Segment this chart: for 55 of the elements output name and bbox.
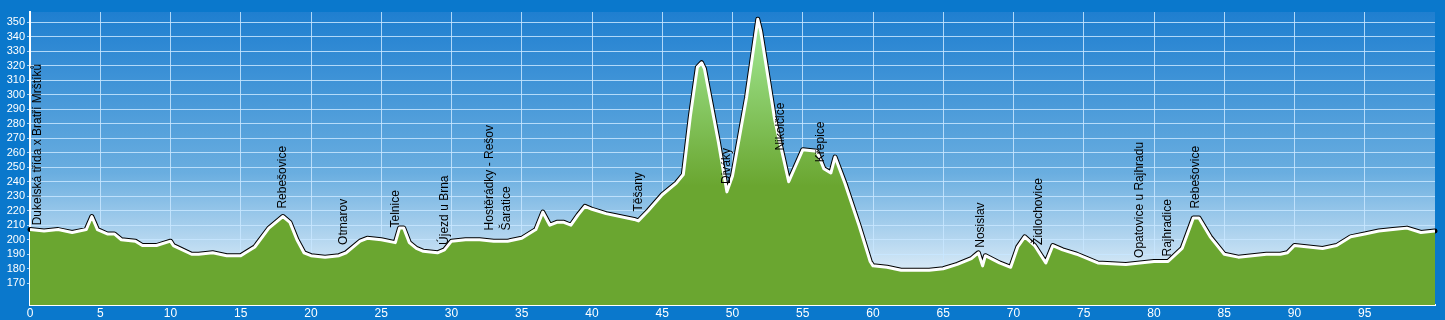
y-tick-label: 250 [6, 160, 25, 173]
annotation: Telnice [387, 189, 402, 228]
y-tick-label: 240 [6, 174, 25, 187]
y-tick-label: 220 [6, 203, 25, 216]
x-tick-label: 95 [1358, 305, 1372, 320]
annotation: Nosislav [973, 202, 988, 248]
x-tick-label: 25 [374, 305, 389, 320]
x-tick-label: 30 [444, 305, 459, 320]
x-tick-label: 85 [1217, 305, 1232, 320]
x-tick-label: 50 [725, 305, 740, 320]
x-tick-label: 75 [1077, 305, 1091, 320]
y-tick-label: 200 [6, 232, 25, 245]
annotation: Židlochovice [1030, 177, 1046, 245]
x-tick-label: 80 [1147, 305, 1161, 320]
x-tick-label: 5 [96, 305, 104, 320]
y-tick-label: 260 [6, 145, 25, 158]
y-tick-label: 270 [6, 131, 25, 144]
y-tick-label: 280 [6, 116, 25, 129]
y-tick-label: 350 [6, 15, 25, 28]
y-tick-label: 310 [6, 73, 25, 86]
annotation: Těšany [630, 172, 645, 212]
x-tick-label: 20 [304, 305, 318, 320]
y-tick-label: 170 [6, 276, 25, 289]
x-tick-label: 40 [585, 305, 599, 320]
annotation: Rajhradice [1160, 198, 1175, 257]
x-tick-label: 0 [26, 305, 34, 320]
annotation: Nikolčice [772, 102, 787, 151]
y-tick-label: 330 [6, 44, 25, 57]
annotation: Opatovice u Rajhradu [1132, 141, 1147, 258]
y-tick-label: 290 [6, 102, 25, 115]
annotation: Křepice [813, 121, 828, 163]
annotation: Rebešovice [1188, 145, 1203, 209]
y-tick-label: 320 [6, 58, 25, 71]
annotation: Šaratice [497, 186, 513, 231]
annotation: Dukelská třída x Bratří Mrštíků [30, 63, 45, 226]
x-tick-label: 10 [163, 305, 178, 320]
x-tick-label: 35 [515, 305, 529, 320]
x-tick-label: 70 [1006, 305, 1021, 320]
y-tick-label: 230 [6, 189, 25, 202]
y-tick-label: 300 [6, 87, 25, 100]
annotation: Hostěrádky - Rešov [481, 125, 496, 231]
y-tick-label: 340 [6, 29, 25, 42]
x-tick-label: 45 [655, 305, 670, 320]
annotation: Otmarov [335, 198, 350, 245]
x-tick-label: 90 [1287, 305, 1302, 320]
annotation: Rebešovice [275, 145, 290, 209]
annotation: Diváky [719, 147, 734, 184]
x-tick-label: 55 [796, 305, 810, 320]
annotation: Újezd u Brna [435, 175, 451, 245]
y-tick-label: 190 [6, 247, 25, 260]
y-tick-label: 180 [6, 261, 25, 274]
x-tick-label: 65 [936, 305, 951, 320]
x-tick-label: 60 [866, 305, 880, 320]
x-tick-label: 15 [234, 305, 248, 320]
y-tick-label: 210 [6, 218, 25, 231]
